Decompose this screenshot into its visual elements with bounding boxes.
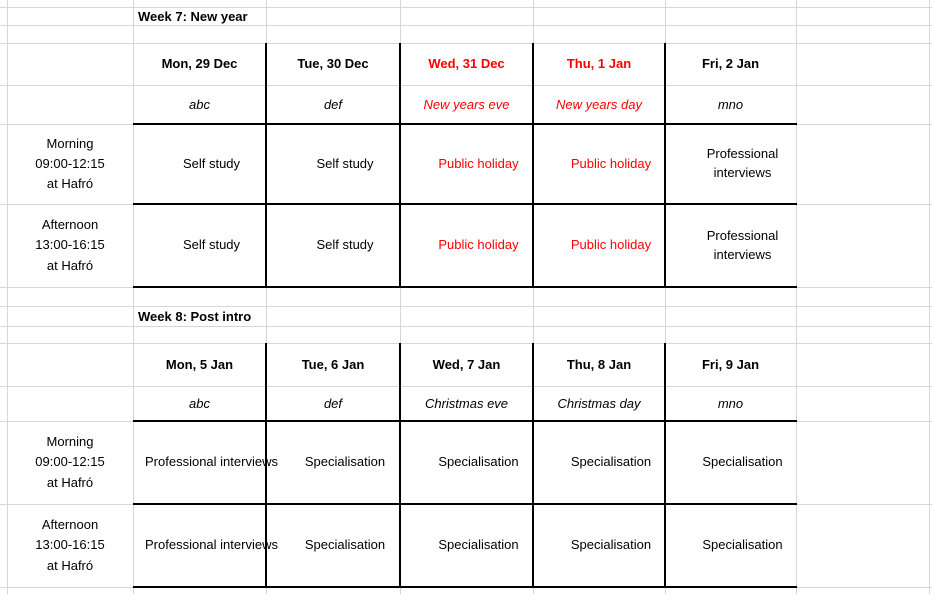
schedule-cell[interactable]: Specialisation [702,537,783,553]
time-label-morning[interactable]: Morning 09:00-12:15 at Hafró [35,434,105,490]
gridline [929,0,930,594]
schedule-cell[interactable]: Public holiday [438,155,519,171]
day-subtitle-cell[interactable]: Christmas eve [424,395,509,411]
table-border [265,343,267,588]
table-border [133,586,797,588]
gridline [0,25,932,26]
gridline [665,0,666,594]
gridline [0,343,932,344]
day-subtitle-cell[interactable]: abc [189,96,210,112]
table-border [664,343,666,588]
day-subtitle-cell[interactable]: New years eve [423,96,510,112]
table-border [664,43,666,288]
gridline [0,7,932,8]
day-subtitle-cell[interactable]: Christmas day [557,395,641,411]
day-subtitle-cell[interactable]: New years day [556,96,642,112]
table-border [133,503,797,505]
table-border [399,343,401,588]
week7-title[interactable]: Week 7: New year [138,8,248,24]
day-header-cell[interactable]: Tue, 6 Jan [301,356,365,372]
schedule-cell[interactable]: Professional interviews [706,146,779,180]
table-border [133,286,797,288]
week8-title[interactable]: Week 8: Post intro [138,308,252,324]
schedule-cell[interactable]: Professional interviews [145,454,278,470]
gridline [266,0,267,594]
schedule-cell[interactable]: Specialisation [570,537,652,553]
gridline [0,306,932,307]
gridline [7,0,8,594]
day-subtitle-cell[interactable]: abc [189,395,210,411]
day-subtitle-cell[interactable]: mno [717,96,744,112]
schedule-cell[interactable]: Public holiday [570,237,652,253]
gridline [0,85,932,86]
schedule-cell[interactable]: Public holiday [570,155,652,171]
schedule-cell[interactable]: Specialisation [438,454,519,470]
table-border [399,43,401,288]
gridline [133,0,134,594]
schedule-cell[interactable]: Self study [182,237,241,253]
gridline [533,0,534,594]
table-border [133,420,797,422]
day-header-cell[interactable]: Mon, 5 Jan [165,356,234,372]
schedule-cell[interactable]: Self study [316,155,374,171]
day-header-cell[interactable]: Wed, 31 Dec [428,56,505,72]
gridline [400,0,401,594]
schedule-cell[interactable]: Specialisation [702,454,783,470]
day-header-cell[interactable]: Fri, 9 Jan [701,356,760,372]
schedule-cell[interactable]: Self study [316,237,374,253]
schedule-cell[interactable]: Specialisation [304,454,386,470]
time-label-morning[interactable]: Morning 09:00-12:15 at Hafró [35,135,105,192]
day-header-cell[interactable]: Fri, 2 Jan [701,56,760,72]
gridline [796,0,797,594]
schedule-cell[interactable]: Professional interviews [145,537,278,553]
table-border [265,43,267,288]
day-header-cell[interactable]: Thu, 8 Jan [566,356,632,372]
table-border [532,43,534,288]
schedule-cell[interactable]: Professional interviews [706,227,779,262]
day-header-cell[interactable]: Tue, 30 Dec [297,56,369,72]
day-subtitle-cell[interactable]: mno [717,395,744,411]
day-header-cell[interactable]: Wed, 7 Jan [432,356,501,372]
schedule-cell[interactable]: Specialisation [438,537,519,553]
time-label-afternoon[interactable]: Afternoon 13:00-16:15 at Hafró [35,517,105,573]
table-border [133,203,797,205]
schedule-cell[interactable]: Public holiday [438,237,519,253]
day-subtitle-cell[interactable]: def [323,395,343,411]
gridline [0,386,932,387]
schedule-cell[interactable]: Specialisation [570,454,652,470]
day-header-cell[interactable]: Thu, 1 Jan [566,56,632,72]
day-header-cell[interactable]: Mon, 29 Dec [161,56,238,72]
schedule-cell[interactable]: Specialisation [304,537,386,553]
time-label-afternoon[interactable]: Afternoon 13:00-16:15 at Hafró [35,217,105,273]
table-border [532,343,534,588]
gridline [0,43,932,44]
table-border [133,123,797,125]
gridline [0,326,932,327]
day-subtitle-cell[interactable]: def [323,96,343,112]
schedule-cell[interactable]: Self study [182,155,241,171]
